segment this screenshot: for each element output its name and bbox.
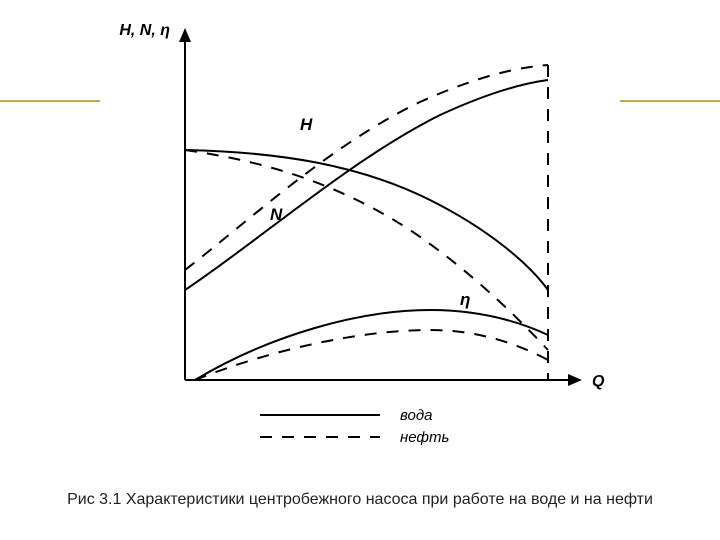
figure-caption: Рис 3.1 Характеристики центробежного нас… <box>0 490 720 511</box>
chart-svg: H Nη H, N, η Qвода нефть <box>100 10 620 455</box>
chart-bg <box>100 10 620 455</box>
legend-label-1: нефть <box>400 429 449 446</box>
curve-label-H_water: H <box>300 115 313 134</box>
curve-label-N_water: N <box>270 205 283 224</box>
curve-label-eta_water: η <box>460 290 470 309</box>
x-axis-label: Q <box>592 373 605 390</box>
pump-characteristics-chart: H Nη H, N, η Qвода нефть <box>100 10 620 455</box>
legend-label-0: вода <box>400 407 432 424</box>
y-axis-label: H, N, η <box>119 22 170 39</box>
